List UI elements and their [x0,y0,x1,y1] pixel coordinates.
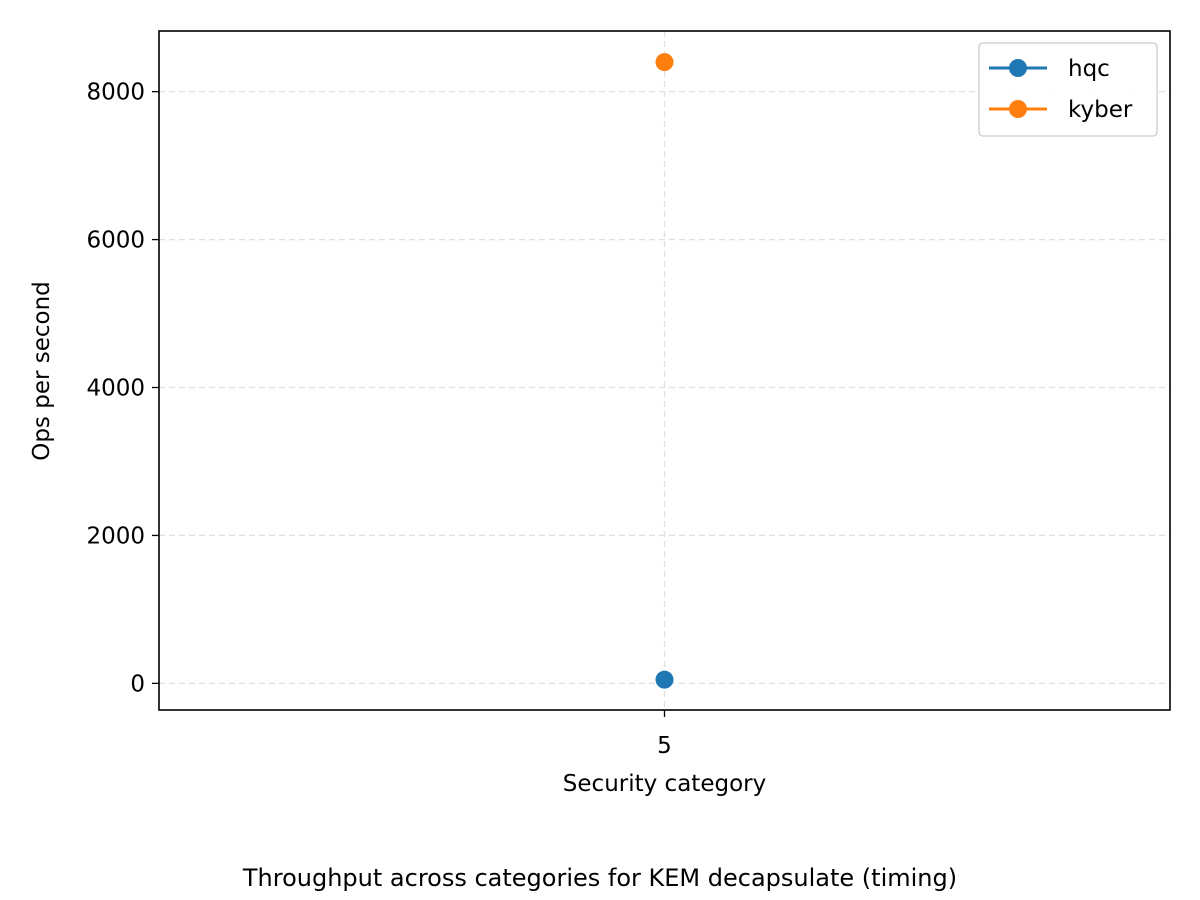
x-tick-label: 5 [657,733,672,759]
y-tick-label: 2000 [86,523,145,549]
y-tick-label: 8000 [86,80,145,106]
y-tick-label: 6000 [86,228,145,254]
y-tick-label: 4000 [86,376,145,402]
y-axis-label: Ops per second [29,281,55,461]
legend-kyber-marker [1009,100,1027,118]
y-tick-label: 0 [130,671,145,697]
legend: hqc kyber [978,42,1158,137]
figure-caption: Throughput across categories for KEM dec… [242,864,958,892]
series-layer [655,53,674,689]
hqc-data-point [655,670,674,689]
legend-hqc-marker [1009,59,1027,77]
x-axis-label: Security category [563,771,766,797]
kyber-data-point [655,53,674,72]
axis-ticks: 0 2000 4000 6000 8000 5 [86,80,671,759]
chart: 0 2000 4000 6000 8000 5 Security category Ops… [29,30,1171,797]
legend-kyber-label: kyber [1068,97,1133,123]
legend-hqc-label: hqc [1068,56,1110,82]
